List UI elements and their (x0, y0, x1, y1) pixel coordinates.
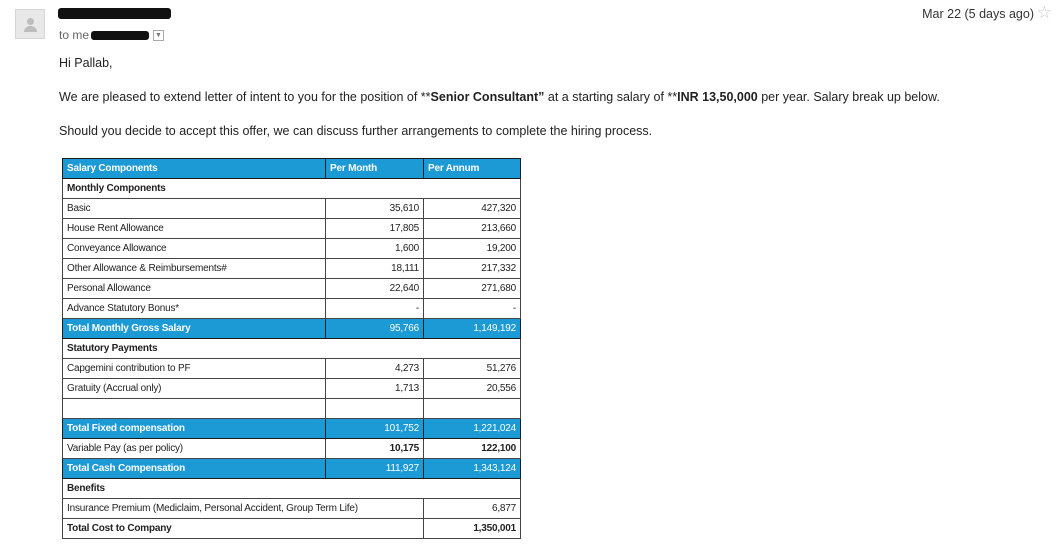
per-month-cell: 18,111 (325, 258, 424, 279)
section-label: Monthly Components (62, 178, 521, 199)
per-annum-cell (423, 398, 521, 419)
per-annum-cell: 19,200 (423, 238, 521, 259)
table-row: Advance Statutory Bonus* - - (62, 298, 521, 319)
sender-avatar (15, 9, 45, 39)
table-row: Other Allowance & Reimbursements# 18,111 2… (62, 258, 521, 279)
position-title: Senior Consultant” (430, 90, 545, 104)
per-annum-cell: 51,276 (423, 358, 521, 379)
per-month-cell: 95,766 (325, 318, 424, 339)
next-steps-text: Should you decide to accept this offer, … (59, 124, 653, 138)
section-label: Statutory Payments (62, 338, 521, 359)
avatar-head-shape (27, 18, 34, 25)
header-cell: Salary Components (62, 158, 326, 179)
recipient-name-redacted (91, 31, 150, 41)
section-row: Benefits (62, 478, 521, 499)
per-annum-cell: 1,350,001 (423, 518, 521, 539)
table-row: Gratuity (Accrual only) 1,713 20,556 (62, 378, 521, 399)
per-month-cell: 1,713 (325, 378, 424, 399)
row-label: Gratuity (Accrual only) (62, 378, 326, 399)
header-cell: Per Month (325, 158, 424, 179)
row-label: Capgemini contribution to PF (62, 358, 326, 379)
salary-amount: INR 13,50,000 (677, 90, 758, 104)
table-row: House Rent Allowance 17,805 213,660 (62, 218, 521, 239)
table-row: Basic 35,610 427,320 (62, 198, 521, 219)
table-row: Variable Pay (as per policy) 10,175 122,10… (62, 438, 521, 459)
offer-paragraph: We are pleased to extend letter of inten… (59, 90, 940, 104)
row-label: Total Monthly Gross Salary (62, 318, 326, 339)
row-label: Personal Allowance (62, 278, 326, 299)
greeting-text: Hi Pallab, (59, 56, 113, 70)
row-label: Basic (62, 198, 326, 219)
per-annum-cell: 213,660 (423, 218, 521, 239)
per-annum-cell: 1,149,192 (423, 318, 521, 339)
section-row: Statutory Payments (62, 338, 521, 359)
row-label: Advance Statutory Bonus* (62, 298, 326, 319)
table-row: Personal Allowance 22,640 271,680 (62, 278, 521, 299)
row-label (62, 398, 326, 419)
email-date: Mar 22 (5 days ago) (922, 7, 1034, 21)
per-month-cell (325, 398, 424, 419)
sender-name-redacted (58, 8, 171, 19)
per-annum-cell: 427,320 (423, 198, 521, 219)
row-label: Total Fixed compensation (62, 418, 326, 439)
per-month-cell: 4,273 (325, 358, 424, 379)
per-month-cell: 10,175 (325, 438, 424, 459)
offer-text-end: per year. Salary break up below. (757, 90, 940, 104)
per-annum-cell: 122,100 (423, 438, 521, 459)
row-label: Total Cash Compensation (62, 458, 326, 479)
per-month-cell: 1,600 (325, 238, 424, 259)
per-month-cell: - (325, 298, 424, 319)
section-row: Monthly Components (62, 178, 521, 199)
row-label: Conveyance Allowance (62, 238, 326, 259)
per-annum-cell: 271,680 (423, 278, 521, 299)
spacer-row (62, 398, 521, 419)
per-annum-cell: 20,556 (423, 378, 521, 399)
row-label: Other Allowance & Reimbursements# (62, 258, 326, 279)
star-icon[interactable]: ☆ (1036, 3, 1052, 22)
to-label: to me (59, 28, 90, 42)
chevron-down-icon[interactable]: ▼ (153, 30, 165, 42)
table-row: Capgemini contribution to PF 4,273 51,276 (62, 358, 521, 379)
per-annum-cell: 1,343,124 (423, 458, 521, 479)
offer-text-middle: at a starting salary of ** (544, 90, 678, 104)
offer-text-start: We are pleased to extend letter of inten… (59, 90, 431, 104)
recipient-line: to me ▼ (59, 28, 165, 42)
per-annum-cell: - (423, 298, 521, 319)
total-row: Total Monthly Gross Salary 95,766 1,149,19… (62, 318, 521, 339)
per-month-cell: 35,610 (325, 198, 424, 219)
row-label: Variable Pay (as per policy) (62, 438, 326, 459)
per-annum-cell: 6,877 (423, 498, 521, 519)
total-row: Total Fixed compensation 101,752 1,221,024 (62, 418, 521, 439)
per-month-cell: 22,640 (325, 278, 424, 299)
section-label: Benefits (62, 478, 521, 499)
row-label: House Rent Allowance (62, 218, 326, 239)
per-annum-cell: 1,221,024 (423, 418, 521, 439)
table-row: Insurance Premium (Mediclaim, Personal A… (62, 498, 521, 519)
table-row: Conveyance Allowance 1,600 19,200 (62, 238, 521, 259)
per-month-cell: 101,752 (325, 418, 424, 439)
per-month-cell: 17,805 (325, 218, 424, 239)
total-ctc-row: Total Cost to Company 1,350,001 (62, 518, 521, 539)
avatar-body-shape (24, 26, 37, 32)
per-annum-cell: 217,332 (423, 258, 521, 279)
salary-breakup-table: Salary Components Per Month Per Annum Month… (62, 158, 521, 539)
table-header-row: Salary Components Per Month Per Annum (62, 158, 521, 179)
header-cell: Per Annum (423, 158, 521, 179)
per-month-cell: 111,927 (325, 458, 424, 479)
total-row: Total Cash Compensation 111,927 1,343,124 (62, 458, 521, 479)
row-label: Insurance Premium (Mediclaim, Personal A… (62, 498, 424, 519)
row-label: Total Cost to Company (62, 518, 424, 539)
